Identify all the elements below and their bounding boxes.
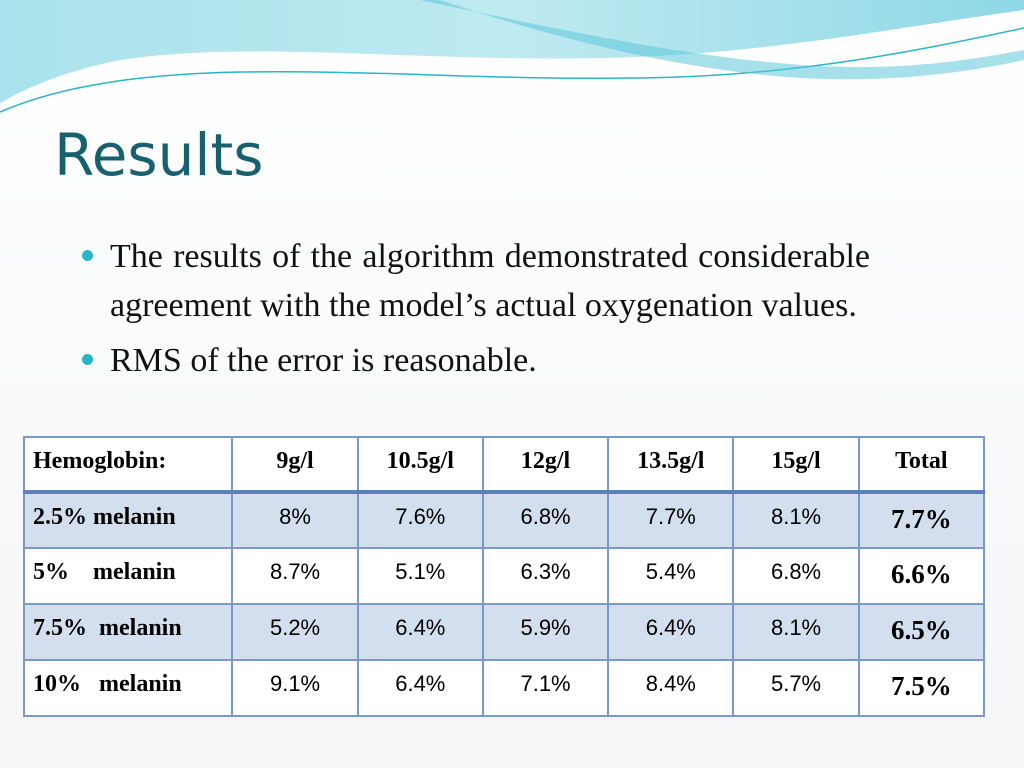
table-cell: 8.1% bbox=[732, 491, 860, 549]
table-cell: 8.4% bbox=[607, 659, 735, 717]
table-header-cell: 13.5g/l bbox=[607, 436, 735, 494]
bullet-item: RMS of the error is reasonable. bbox=[80, 336, 870, 385]
table-cell: 8.7% bbox=[231, 547, 359, 605]
table-header-cell: 12g/l bbox=[481, 436, 610, 494]
row-label: 2.5% melanin bbox=[22, 491, 234, 549]
table-header-cell: 10.5g/l bbox=[356, 436, 484, 494]
table-cell: 6.8% bbox=[481, 491, 610, 549]
table-cell: 6.4% bbox=[607, 603, 735, 661]
table-cell: 8% bbox=[231, 491, 359, 549]
table-row: 2.5% melanin 8% 7.6% 6.8% 7.7% 8.1% 7.7% bbox=[22, 491, 986, 549]
table-cell: 5.1% bbox=[356, 547, 484, 605]
header-wave-decoration bbox=[0, 0, 1024, 113]
table-cell: 5.9% bbox=[481, 603, 610, 661]
table-row: 7.5% melanin 5.2% 6.4% 5.9% 6.4% 8.1% 6.… bbox=[22, 603, 986, 661]
table-header-row: Hemoglobin: 9g/l 10.5g/l 12g/l 13.5g/l 1… bbox=[22, 436, 986, 494]
row-label: 10% melanin bbox=[22, 659, 234, 717]
table-row: 10% melanin 9.1% 6.4% 7.1% 8.4% 5.7% 7.5… bbox=[22, 659, 986, 717]
bullet-list: The results of the algorithm demonstrate… bbox=[80, 232, 870, 385]
bullet-icon bbox=[82, 250, 93, 261]
table-cell: 6.3% bbox=[481, 547, 610, 605]
row-label: 7.5% melanin bbox=[22, 603, 234, 661]
slide-title: Results bbox=[54, 121, 264, 189]
table-cell: 5.7% bbox=[732, 659, 860, 717]
total-cell: 7.7% bbox=[857, 491, 986, 549]
table-cell: 5.4% bbox=[607, 547, 735, 605]
table-cell: 7.6% bbox=[356, 491, 484, 549]
bullet-text: RMS of the error is reasonable. bbox=[110, 342, 537, 379]
results-table: Hemoglobin: 9g/l 10.5g/l 12g/l 13.5g/l 1… bbox=[22, 436, 986, 717]
table-header-cell: 15g/l bbox=[732, 436, 860, 494]
table-cell: 7.1% bbox=[481, 659, 610, 717]
table-header-cell: Hemoglobin: bbox=[22, 436, 234, 494]
total-cell: 7.5% bbox=[857, 659, 986, 717]
table-cell: 9.1% bbox=[231, 659, 359, 717]
total-cell: 6.5% bbox=[857, 603, 986, 661]
bullet-icon bbox=[82, 354, 93, 365]
table-cell: 8.1% bbox=[732, 603, 860, 661]
table-cell: 7.7% bbox=[607, 491, 735, 549]
table-cell: 5.2% bbox=[231, 603, 359, 661]
table-header-cell: 9g/l bbox=[231, 436, 359, 494]
row-label: 5% melanin bbox=[22, 547, 234, 605]
total-cell: 6.6% bbox=[857, 547, 986, 605]
table-cell: 6.8% bbox=[732, 547, 860, 605]
bullet-text: The results of the algorithm demonstrate… bbox=[110, 238, 870, 324]
table-cell: 6.4% bbox=[356, 659, 484, 717]
table-row: 5% melanin 8.7% 5.1% 6.3% 5.4% 6.8% 6.6% bbox=[22, 547, 986, 605]
bullet-item: The results of the algorithm demonstrate… bbox=[80, 232, 870, 330]
table-cell: 6.4% bbox=[356, 603, 484, 661]
table-header-cell: Total bbox=[857, 436, 986, 494]
